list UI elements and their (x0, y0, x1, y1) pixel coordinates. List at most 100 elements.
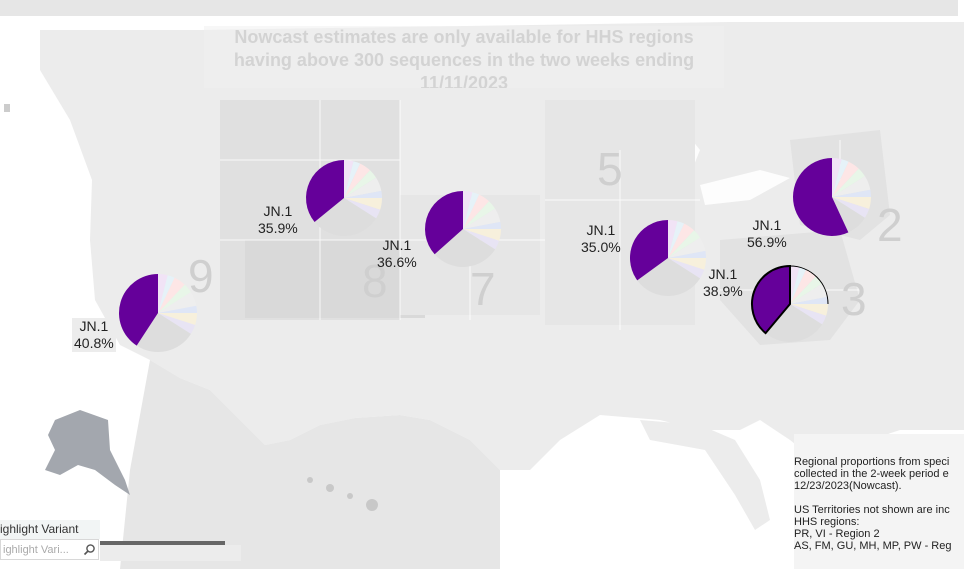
jn1-slice[interactable] (118, 274, 158, 346)
other-variant-slice[interactable] (668, 237, 706, 258)
other-variant-slice[interactable] (463, 208, 501, 229)
other-variant-slice[interactable] (765, 304, 823, 342)
other-variant-slice[interactable] (344, 160, 354, 198)
nowcast-note: Nowcast estimates are only available for… (204, 26, 724, 88)
other-variant-slice[interactable] (790, 276, 823, 304)
region-5-variant: JN.1 (586, 222, 616, 238)
other-variant-slice[interactable] (158, 292, 197, 313)
other-variant-slice[interactable] (668, 258, 705, 279)
other-variant-slice[interactable] (790, 266, 800, 304)
highlight-search-input[interactable] (1, 540, 87, 560)
region-pie[interactable] (793, 157, 871, 236)
other-variant-slice[interactable] (668, 221, 685, 258)
other-variant-slice[interactable] (344, 163, 371, 198)
other-variant-slice[interactable] (158, 305, 197, 313)
other-variant-slice[interactable] (832, 159, 849, 197)
alaska-land (45, 410, 130, 495)
region-8-co (245, 240, 425, 318)
other-variant-slice[interactable] (463, 201, 496, 229)
jn1-slice[interactable] (425, 191, 463, 255)
region-pie[interactable] (630, 220, 706, 297)
other-variant-slice[interactable] (463, 191, 473, 229)
legend-line-6: PR, VI - Region 2 (794, 528, 880, 540)
region-5-label: JN.1 35.0% (581, 222, 621, 256)
other-variant-slice[interactable] (832, 189, 871, 197)
region-pie[interactable] (425, 191, 501, 267)
other-variant-slice[interactable] (832, 168, 865, 197)
region-number-2: 2 (877, 199, 903, 251)
jn1-slice[interactable] (630, 220, 668, 281)
hawaii-land (307, 477, 378, 511)
region-number-5: 5 (597, 143, 623, 195)
other-variant-slice[interactable] (790, 283, 828, 304)
other-variant-slice[interactable] (344, 177, 382, 198)
region-pie[interactable] (751, 264, 829, 343)
other-variant-slice[interactable] (668, 258, 706, 270)
region-3-percent: 38.9% (703, 283, 743, 299)
other-variant-slice[interactable] (790, 267, 807, 304)
other-variant-slice[interactable] (463, 192, 480, 229)
other-variant-slice[interactable] (790, 269, 817, 304)
region-7-label: JN.1 36.6% (377, 237, 417, 271)
other-variant-slice[interactable] (668, 223, 695, 258)
other-variant-slice[interactable] (668, 250, 706, 258)
other-variant-slice[interactable] (344, 198, 382, 210)
other-variant-slice[interactable] (158, 313, 196, 334)
other-variant-slice[interactable] (832, 197, 871, 210)
top-toolbar (0, 0, 958, 16)
other-variant-slice[interactable] (463, 229, 501, 241)
region-pie[interactable] (306, 160, 382, 236)
other-variant-slice[interactable] (344, 161, 361, 198)
other-variant-slice[interactable] (832, 197, 865, 233)
other-variant-slice[interactable] (790, 296, 828, 304)
other-variant-slice[interactable] (832, 176, 871, 197)
region-pies (118, 157, 871, 352)
other-variant-slice[interactable] (158, 274, 168, 313)
highlight-outline (751, 265, 829, 343)
other-variant-slice[interactable] (136, 313, 191, 352)
florida (640, 420, 770, 530)
other-variant-slice[interactable] (158, 275, 175, 313)
other-variant-slice[interactable] (314, 198, 377, 236)
other-variant-slice[interactable] (668, 220, 678, 258)
note-line-3: 11/11/2023 (419, 73, 509, 88)
other-variant-slice[interactable] (344, 198, 381, 219)
other-variant-slice[interactable] (832, 158, 842, 197)
other-variant-slice[interactable] (158, 284, 191, 313)
region-2-percent: 56.9% (747, 234, 787, 250)
other-variant-slice[interactable] (832, 197, 870, 218)
region-pie[interactable] (118, 274, 197, 352)
other-variant-slice[interactable] (158, 277, 185, 313)
region-number-3: 3 (841, 273, 867, 325)
region-9-label: JN.1 40.8% (72, 318, 116, 352)
legend-line-2: collected in the 2-week period e (794, 468, 949, 480)
region-8-label: JN.1 35.9% (258, 203, 298, 237)
highlight-slider-track[interactable] (100, 541, 225, 545)
other-variant-slice[interactable] (790, 304, 827, 325)
highlight-slider-area (100, 545, 241, 561)
region-3-variant: JN.1 (708, 266, 738, 282)
legend-line-4: US Territories not shown are inc (794, 504, 950, 516)
note-line-2: having above 300 sequences in the two we… (233, 50, 695, 70)
legend-line-1: Regional proportions from speci (794, 456, 950, 468)
other-variant-slice[interactable] (344, 170, 377, 198)
highlight-search-box[interactable] (0, 539, 99, 560)
region-8-variant: JN.1 (263, 203, 293, 219)
other-variant-slice[interactable] (158, 313, 197, 326)
other-variant-slice[interactable] (832, 161, 859, 197)
region-7-variant: JN.1 (382, 237, 412, 253)
other-variant-slice[interactable] (463, 229, 500, 250)
jn1-slice[interactable] (306, 160, 344, 223)
other-variant-slice[interactable] (463, 221, 501, 229)
other-variant-slice[interactable] (668, 230, 701, 258)
search-icon[interactable] (83, 543, 96, 556)
jn1-slice[interactable] (793, 157, 849, 236)
region-9-percent: 40.8% (74, 335, 114, 351)
other-variant-slice[interactable] (637, 258, 701, 297)
other-variant-slice[interactable] (790, 304, 828, 316)
other-variant-slice[interactable] (344, 190, 382, 198)
other-variant-slice[interactable] (434, 229, 496, 267)
other-variant-slice[interactable] (463, 194, 490, 229)
